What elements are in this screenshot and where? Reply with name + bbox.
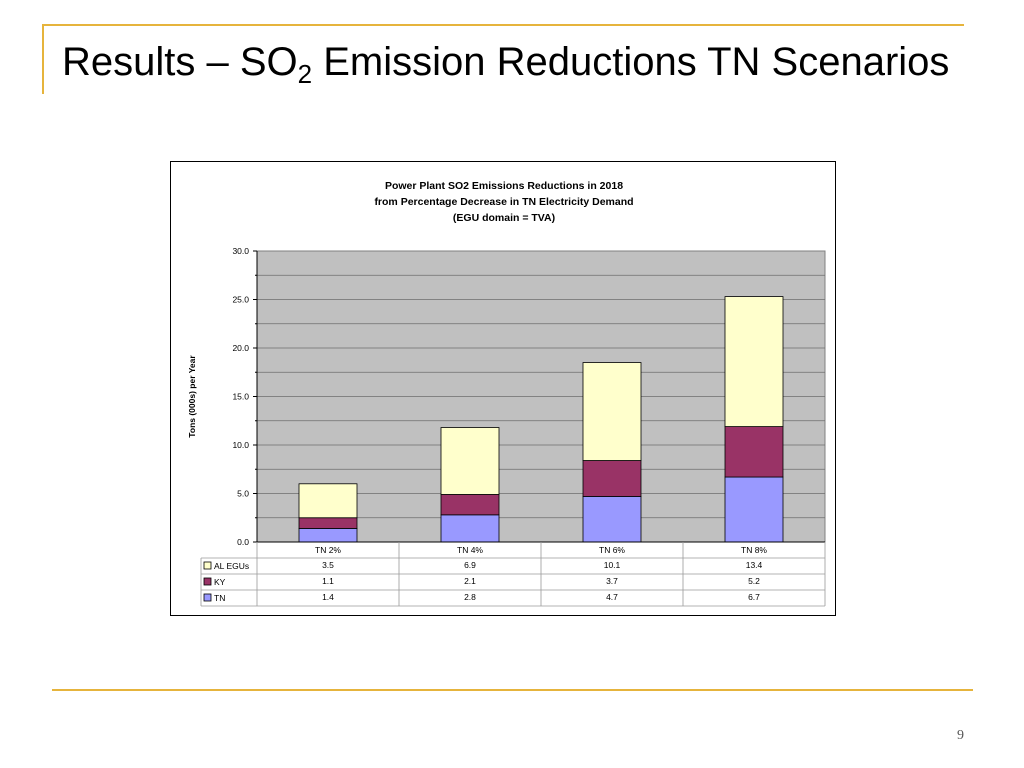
data-label: 3.5 (322, 560, 334, 570)
data-label: 6.7 (748, 592, 760, 602)
y-tick-label: 5.0 (237, 489, 249, 499)
data-label: 2.1 (464, 576, 476, 586)
legend-label: AL EGUs (214, 561, 249, 571)
chart-title-line-3: (EGU domain = TVA) (453, 212, 555, 224)
y-tick-label: 20.0 (232, 343, 249, 353)
y-tick-label: 30.0 (232, 246, 249, 256)
stacked-bar-chart: Power Plant SO2 Emissions Reductions in … (187, 180, 826, 607)
title-prefix: Results – SO (62, 40, 298, 84)
data-label: 2.8 (464, 592, 476, 602)
bar-tn-4 (724, 476, 784, 543)
data-table: TN 2% TN 4% TN 6% TN 8% AL EGUs 3.5 6.9 10.1 13.… (200, 541, 826, 607)
category-label: TN 2% (315, 545, 341, 555)
bar-ky-1 (298, 517, 358, 529)
data-label: 1.4 (322, 592, 334, 602)
legend-key-ky (203, 577, 212, 586)
category-label: TN 6% (599, 545, 625, 555)
data-label: 10.1 (604, 560, 621, 570)
y-tick-label: 25.0 (232, 295, 249, 305)
legend-label: TN (214, 593, 225, 603)
legend-key-tn (203, 593, 212, 602)
category-label: TN 4% (457, 545, 483, 555)
chart-container: Power Plant SO2 Emissions Reductions in … (170, 161, 836, 616)
bar-ky-3 (582, 460, 642, 497)
data-label: 1.1 (322, 576, 334, 586)
bar-al-egus-4 (724, 296, 784, 427)
data-label: 13.4 (746, 560, 763, 570)
bar-al-egus-2 (440, 427, 500, 495)
y-axis: 0.0 5.0 10.0 15.0 20.0 25.0 30.0 Tons (000s) pe… (187, 246, 258, 547)
bar-tn-3 (582, 496, 642, 543)
y-tick-label: 15.0 (232, 392, 249, 402)
data-label: 3.7 (606, 576, 618, 586)
y-tick-label: 10.0 (232, 440, 249, 450)
data-label: 6.9 (464, 560, 476, 570)
bar-tn-2 (440, 514, 500, 543)
data-label: 4.7 (606, 592, 618, 602)
y-axis-label: Tons (000s) per Year (187, 355, 197, 438)
chart-title-line-1: Power Plant SO2 Emissions Reductions in … (385, 180, 623, 192)
category-label: TN 8% (741, 545, 767, 555)
title-subscript: 2 (297, 59, 313, 89)
top-accent-line (42, 24, 964, 26)
bar-al-egus-3 (582, 362, 642, 461)
footer-accent-line (52, 689, 973, 691)
left-accent-line (42, 24, 44, 94)
data-label: 5.2 (748, 576, 760, 586)
page-number: 9 (957, 728, 964, 743)
legend-label: KY (214, 577, 226, 587)
title-suffix: Emission Reductions TN Scenarios (312, 40, 950, 84)
chart-title-line-2: from Percentage Decrease in TN Electrici… (374, 196, 633, 208)
bar-ky-2 (440, 494, 500, 516)
y-tick-label: 0.0 (237, 537, 249, 547)
legend-key-al-egus (203, 561, 212, 570)
slide-title: Results – SO2 Emission Reductions TN Sce… (62, 40, 950, 87)
chart-title: Power Plant SO2 Emissions Reductions in … (374, 180, 633, 224)
bar-ky-4 (724, 426, 784, 478)
bars (298, 296, 784, 543)
bar-tn-1 (298, 528, 358, 543)
bar-al-egus-1 (298, 483, 358, 519)
